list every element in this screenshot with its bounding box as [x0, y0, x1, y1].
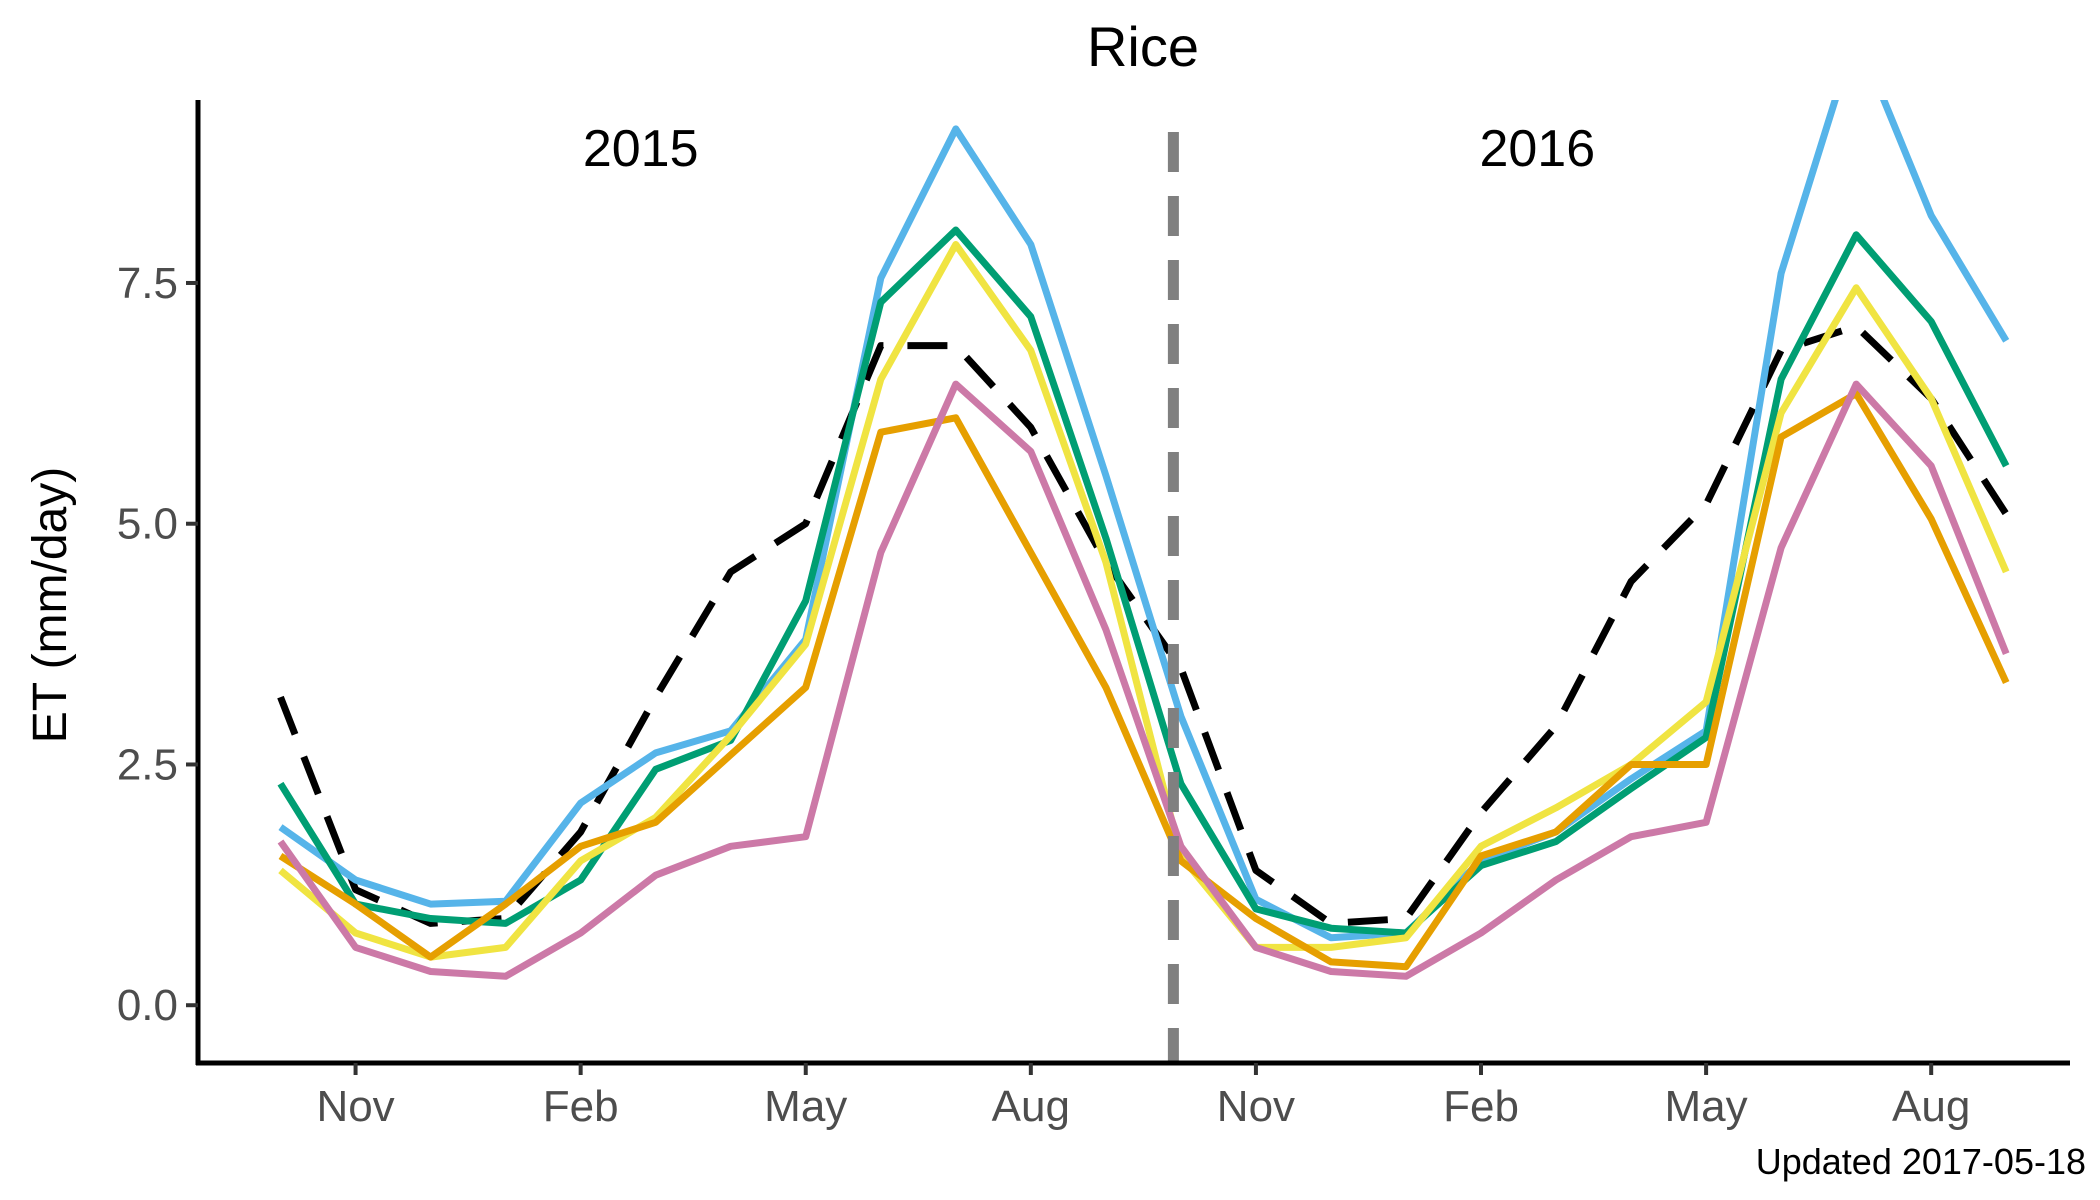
- x-tick-label-5: Feb: [1443, 1082, 1519, 1131]
- series-line-3: [278, 241, 2010, 961]
- x-tick-label-4: Nov: [1217, 1082, 1295, 1131]
- year-label-0: 2015: [583, 120, 699, 178]
- series-line-0: [277, 322, 2010, 927]
- x-tick-label-1: Feb: [543, 1082, 619, 1131]
- series-line-4: [278, 390, 2010, 971]
- updated-footer: Updated 2017-05-18: [1756, 1141, 2086, 1182]
- axes-layer: 0.0 2.5 5.0 7.5 Nov Feb May Aug Nov Feb May Aug: [117, 100, 2070, 1131]
- y-tick-label-3: 7.5: [117, 259, 178, 308]
- y-tick-label-2: 5.0: [117, 500, 178, 549]
- year-label-1: 2016: [1479, 120, 1595, 178]
- series-line-5: [277, 380, 2010, 980]
- chart-title: Rice: [1087, 15, 1199, 78]
- x-tick-label-3: Aug: [992, 1082, 1070, 1131]
- x-tick-label-6: May: [1665, 1082, 1748, 1131]
- y-tick-label-0: 0.0: [117, 981, 178, 1030]
- x-tick-label-2: May: [764, 1082, 847, 1131]
- series-layer: [277, 100, 2010, 980]
- y-tick-label-1: 2.5: [117, 740, 178, 789]
- annotation-layer: 2015 2016: [583, 120, 1595, 178]
- x-tick-label-0: Nov: [316, 1082, 394, 1131]
- y-axis-label: ET (mm/day): [24, 467, 77, 743]
- x-tick-label-7: Aug: [1892, 1082, 1970, 1131]
- series-line-2: [277, 226, 2010, 937]
- series-line-1: [278, 100, 2010, 942]
